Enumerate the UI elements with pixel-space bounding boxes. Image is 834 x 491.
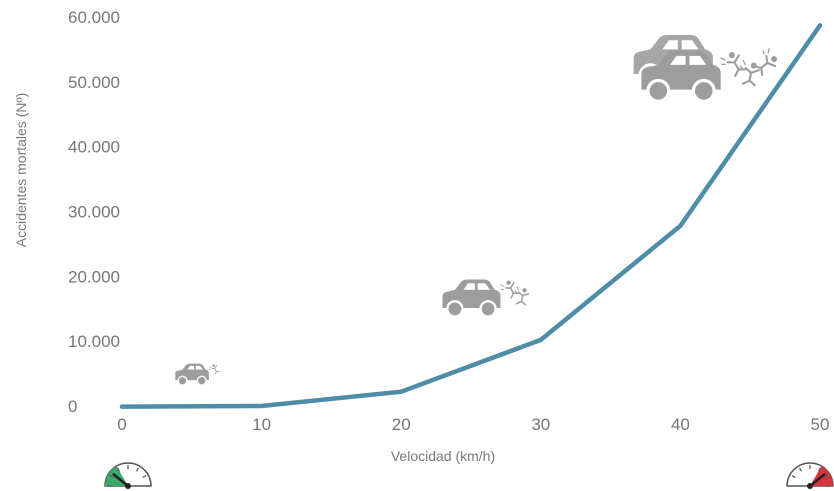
x-tick-label: 50 [811,415,830,434]
speedometer-high-icon [786,462,834,489]
speedometer-low-icon [104,462,152,489]
data-point [399,389,404,394]
x-tick-label: 0 [117,415,126,434]
y-tick-label: 20.000 [68,267,120,286]
x-tick-label: 40 [671,415,690,434]
car-crash-icon [631,33,782,103]
series-line [119,23,823,409]
car-crash-icon [441,277,532,318]
speed-gauges [104,462,834,489]
y-axis-ticks: 0 10.000 20.000 30.000 40.000 50.000 60.000 [68,8,120,416]
x-axis-label: Velocidad (km/h) [391,448,495,464]
y-tick-label: 60.000 [68,8,120,27]
x-tick-label: 20 [392,415,411,434]
y-tick-label: 50.000 [68,73,120,92]
x-tick-label: 10 [252,415,271,434]
data-point [818,23,822,28]
y-tick-label: 40.000 [68,138,120,157]
y-axis-label: Accidentes mortales (Nº) [13,93,29,248]
y-tick-label: 30.000 [68,203,120,222]
x-axis-ticks: 0 10 20 30 40 50 [117,415,829,434]
data-point [259,404,264,408]
y-tick-label: 10.000 [68,332,120,351]
data-point [538,337,543,342]
data-point [678,223,683,228]
y-tick-label: 0 [68,397,77,416]
data-point [120,404,124,409]
car-crash-icon [174,362,221,386]
series-group [119,23,823,409]
x-tick-label: 30 [531,415,550,434]
